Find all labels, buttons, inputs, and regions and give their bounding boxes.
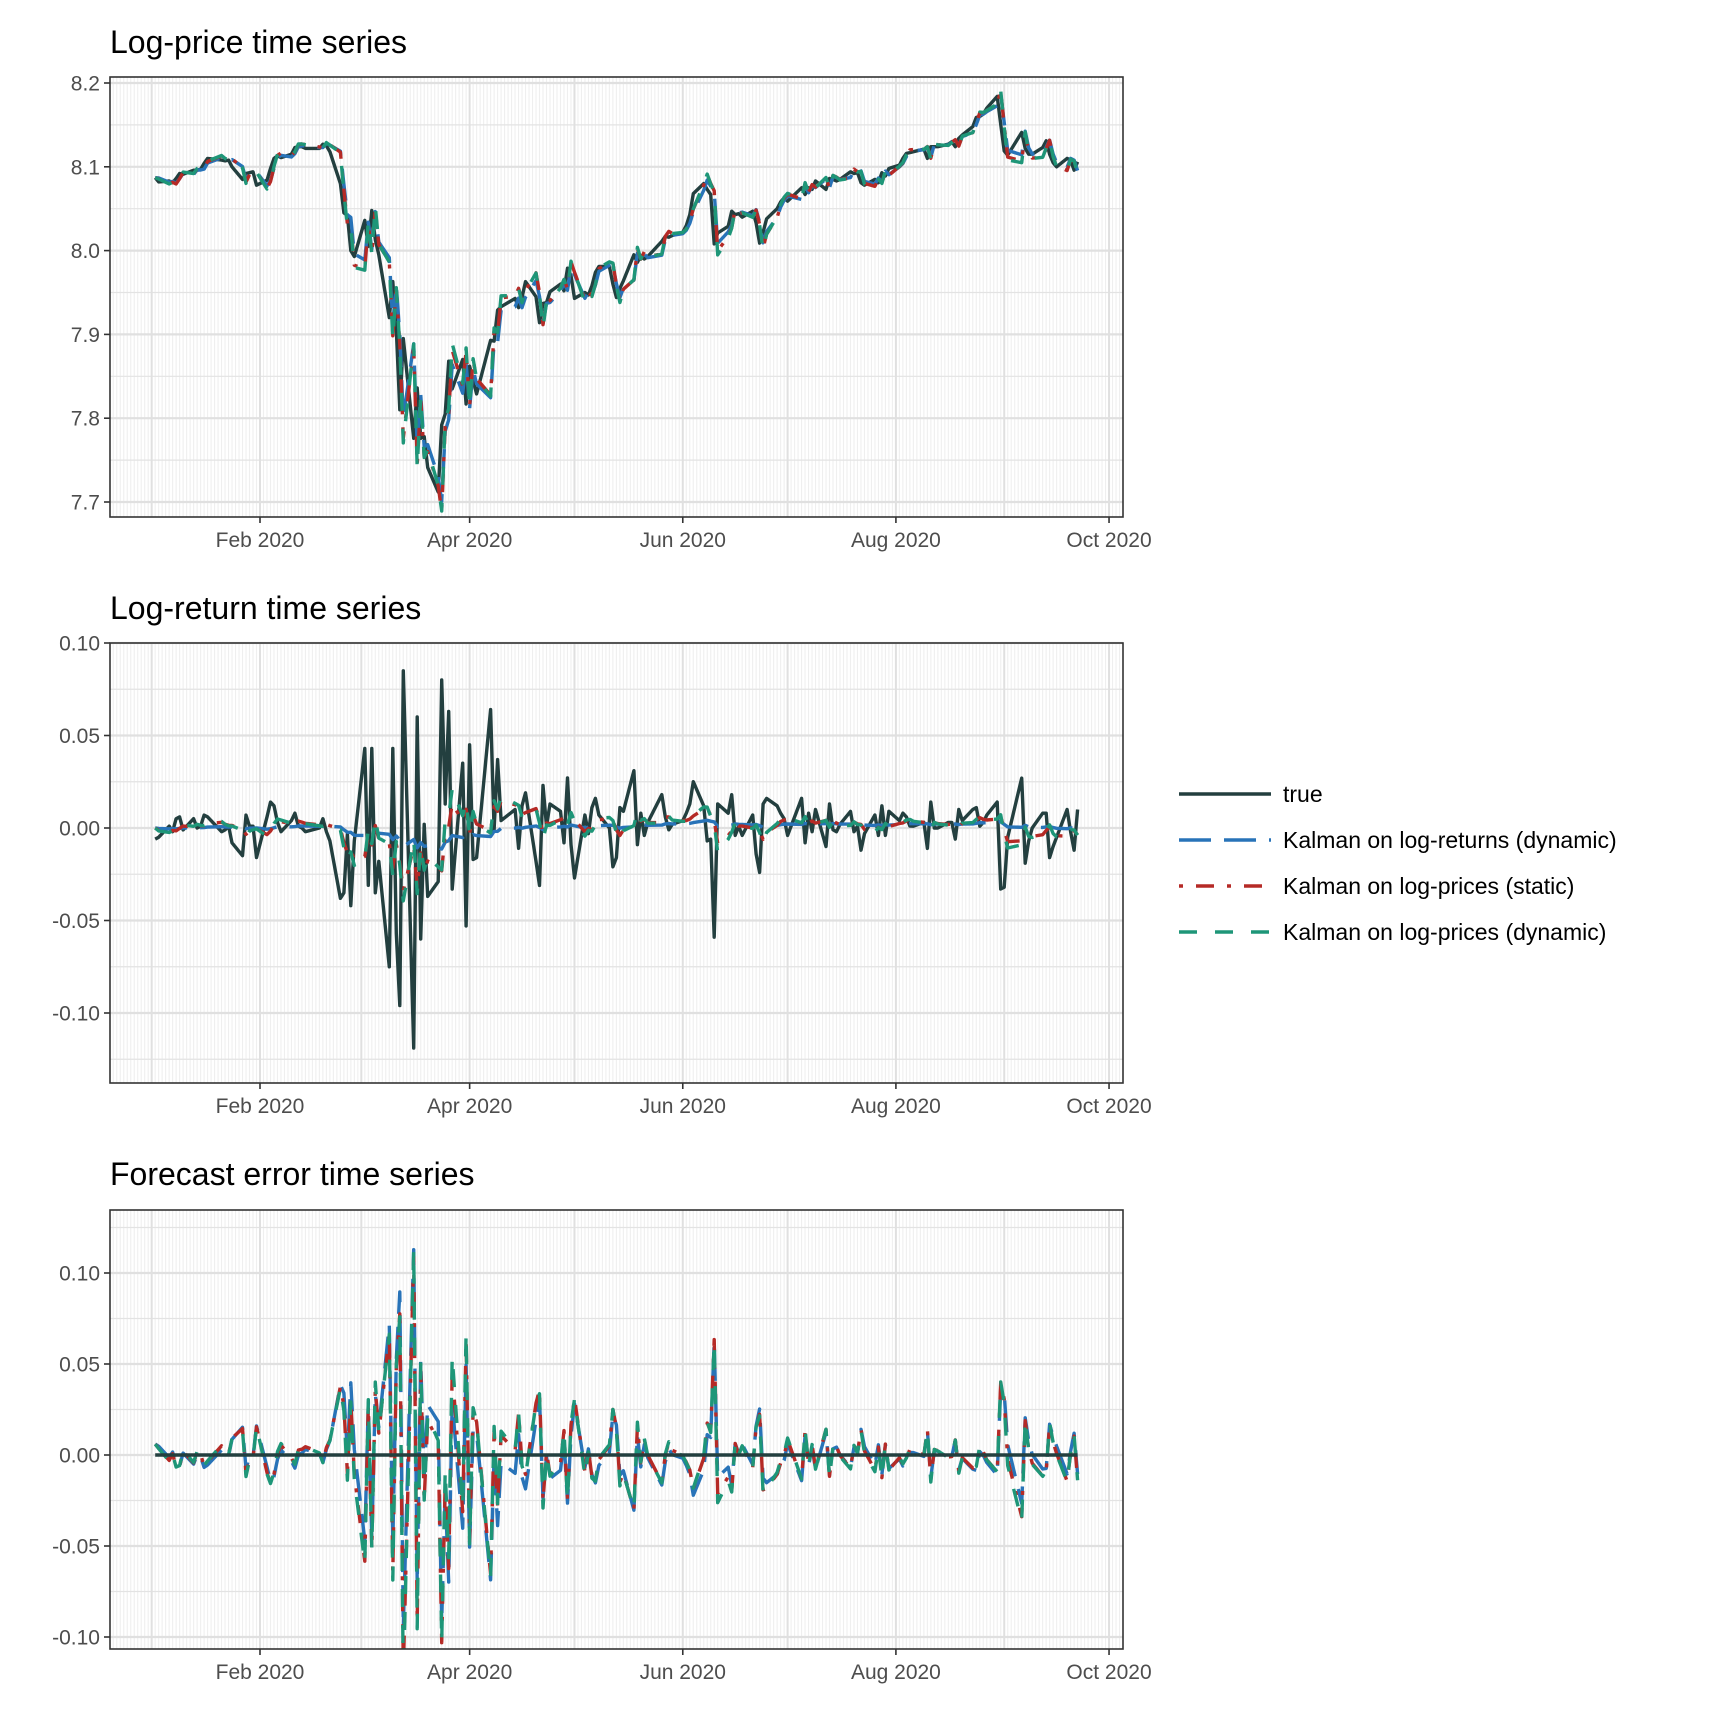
x-tick-label: Feb 2020 (216, 529, 305, 552)
x-tick-label: Aug 2020 (851, 1661, 941, 1684)
panel-title: Log-return time series (110, 590, 421, 626)
x-tick-label: Jun 2020 (640, 1661, 726, 1684)
series-line-kalman-returns-dynamic (155, 818, 1079, 851)
x-axis: Feb 2020 Apr 2020 Jun 2020 Aug 2020 Oct 2020 (216, 1649, 1152, 1684)
x-tick-label: Aug 2020 (851, 1095, 941, 1118)
y-tick-label: 8.2 (71, 73, 100, 96)
series-line-kalman-prices-dynamic (154, 787, 1080, 903)
x-tick-label: Apr 2020 (427, 1095, 512, 1118)
x-axis: Feb 2020 Apr 2020 Jun 2020 Aug 2020 Oct 2020 (216, 1083, 1152, 1118)
x-tick-label: Apr 2020 (427, 529, 512, 552)
y-tick-label: -0.10 (52, 1003, 100, 1026)
y-tick-label: 8.0 (71, 240, 100, 263)
log-return-panel: Log-return time series -0.10 -0.05 0.00 0.0… (52, 590, 1152, 1118)
x-tick-label: Oct 2020 (1066, 529, 1151, 552)
legend-label: Kalman on log-returns (dynamic) (1283, 827, 1617, 853)
y-tick-label: -0.05 (52, 910, 100, 933)
y-tick-label: 7.7 (71, 492, 100, 515)
panel-title: Forecast error time series (110, 1156, 475, 1192)
x-tick-label: Aug 2020 (851, 529, 941, 552)
y-axis: -0.10 -0.05 0.00 0.05 0.10 (52, 1263, 110, 1650)
y-tick-label: 0.10 (59, 1263, 100, 1286)
panel-border (109, 76, 1124, 518)
legend-label: Kalman on log-prices (dynamic) (1283, 919, 1606, 945)
x-tick-label: Jun 2020 (640, 529, 726, 552)
y-axis: -0.10 -0.05 0.00 0.05 0.10 (52, 633, 110, 1026)
legend-item-kalman-log-prices-dynamic: Kalman on log-prices (dynamic) (1179, 919, 1606, 945)
log-price-panel: Log-price time series 7.7 7.8 7.9 8.0 8.1 8.2… (71, 24, 1152, 552)
y-tick-label: 8.1 (71, 156, 100, 179)
panel-border (109, 642, 1124, 1084)
x-tick-label: Apr 2020 (427, 1661, 512, 1684)
y-tick-label: 7.9 (71, 324, 100, 347)
x-tick-label: Jun 2020 (640, 1095, 726, 1118)
legend-item-true: true (1179, 781, 1323, 807)
panel-border (109, 1209, 1124, 1650)
x-axis: Feb 2020 Apr 2020 Jun 2020 Aug 2020 Oct 2020 (216, 517, 1152, 552)
forecast-error-panel: Forecast error time series -0.10 -0.05 0.0… (52, 1156, 1152, 1684)
y-tick-label: 0.05 (59, 725, 100, 748)
plot-lines (154, 669, 1080, 1050)
y-tick-label: -0.10 (52, 1627, 100, 1650)
grid (110, 77, 1123, 517)
panel-title: Log-price time series (110, 24, 407, 60)
y-tick-label: -0.05 (52, 1536, 100, 1559)
legend-item-kalman-log-prices-static: Kalman on log-prices (static) (1179, 873, 1574, 899)
grid (110, 641, 1123, 1083)
legend-item-kalman-log-returns-dynamic: Kalman on log-returns (dynamic) (1179, 827, 1617, 853)
y-tick-label: 0.00 (59, 1445, 100, 1468)
y-tick-label: 0.05 (59, 1354, 100, 1377)
plot-lines (153, 1248, 1080, 1649)
y-axis: 7.7 7.8 7.9 8.0 8.1 8.2 (71, 73, 110, 515)
y-tick-label: 7.8 (71, 408, 100, 431)
legend-label: true (1283, 781, 1323, 807)
series-line-kalman-prices-dynamic (154, 88, 1080, 513)
legend: true Kalman on log-returns (dynamic) Kal… (1179, 781, 1617, 945)
y-tick-label: 0.00 (59, 818, 100, 841)
legend-label: Kalman on log-prices (static) (1283, 873, 1574, 899)
x-tick-label: Oct 2020 (1066, 1095, 1151, 1118)
x-tick-label: Oct 2020 (1066, 1661, 1151, 1684)
y-tick-label: 0.10 (59, 633, 100, 656)
x-tick-label: Feb 2020 (216, 1661, 305, 1684)
x-tick-label: Feb 2020 (216, 1095, 305, 1118)
plot-lines (153, 88, 1080, 513)
